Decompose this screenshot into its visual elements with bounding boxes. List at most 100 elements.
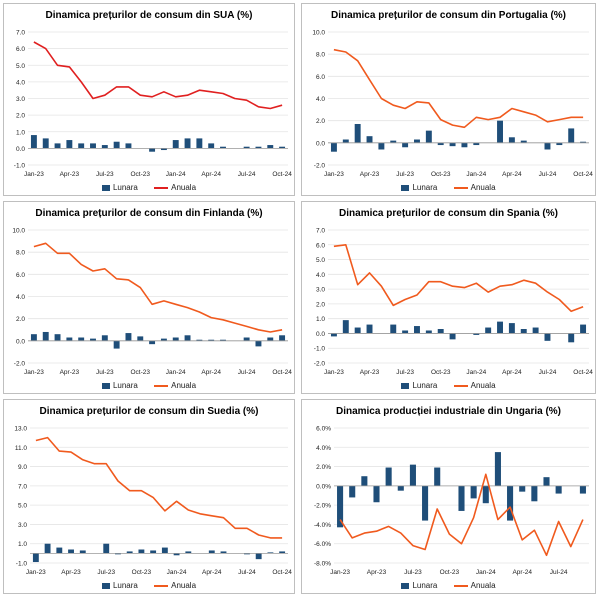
bar [434, 467, 441, 486]
bar [138, 549, 145, 554]
bar [556, 142, 563, 146]
x-tick-label: Jul-24 [238, 369, 256, 376]
y-tick-label: 0.0% [316, 483, 331, 490]
y-tick-label: 3.0 [16, 96, 25, 103]
bar [54, 143, 61, 149]
y-tick-label: -1.0 [16, 561, 28, 568]
bar [449, 333, 456, 340]
y-tick-label: 5.0 [18, 503, 27, 510]
x-tick-label: Jan-23 [24, 171, 44, 178]
x-tick-label: Jul-23 [404, 569, 422, 576]
y-tick-label: 13.0 [14, 426, 27, 433]
bar [255, 146, 262, 149]
x-tick-label: Oct-24 [573, 171, 593, 178]
chart-panel-spania: Dinamica prețurilor de consum din Spania… [301, 201, 596, 394]
chart-title: Dinamica prețurilor de consum din SUA (%… [45, 10, 253, 21]
series-line-anuala [339, 473, 584, 557]
bar [494, 452, 501, 486]
x-tick-label: Oct-23 [431, 369, 451, 376]
bar [172, 140, 179, 149]
bar [185, 551, 192, 554]
bar [414, 139, 420, 143]
bar [137, 336, 144, 341]
bar [56, 547, 63, 554]
bar [79, 550, 86, 554]
y-tick-label: 2.0 [316, 118, 325, 125]
x-tick-label: Apr-24 [202, 569, 222, 576]
bar [390, 324, 397, 334]
x-tick-label: Jul-24 [550, 569, 568, 576]
bar [66, 337, 73, 341]
legend-item-anuala: Anuala [453, 381, 496, 390]
bar [279, 146, 286, 149]
bar [113, 340, 120, 349]
bar [255, 553, 262, 560]
bar [470, 485, 477, 499]
bar [555, 485, 562, 494]
bar [485, 327, 492, 334]
x-tick-label: Apr-23 [61, 569, 81, 576]
bar [220, 551, 227, 554]
chart-title: Dinamica producției industriale din Unga… [335, 406, 562, 417]
x-tick-label: Jan-23 [24, 369, 44, 376]
bar [68, 549, 74, 554]
y-tick-label: 6.0 [316, 242, 325, 249]
chart-legend: Lunara Anuala [302, 581, 595, 590]
x-tick-label: Jan-23 [324, 171, 344, 178]
bar [42, 331, 49, 341]
legend-label-anuala: Anuala [470, 381, 496, 390]
bar [482, 485, 489, 504]
y-tick-label: -2.0% [314, 503, 331, 510]
bar [149, 340, 156, 345]
y-tick-label: 8.0 [16, 250, 25, 257]
bar [361, 476, 368, 486]
bar [90, 143, 96, 149]
chart-title: Dinamica prețurilor de consum din Spania… [339, 208, 558, 219]
chart-panel-finlanda: Dinamica prețurilor de consum din Finlan… [3, 201, 295, 394]
legend-item-anuala: Anuala [453, 183, 496, 192]
bar [161, 547, 168, 554]
y-tick-label: 7.0 [16, 30, 25, 37]
legend-label-lunara: Lunara [412, 581, 438, 590]
bar [220, 339, 226, 341]
legend-item-anuala: Anuala [154, 183, 196, 192]
legend-label-lunara: Lunara [112, 183, 138, 192]
chart-panel-sua: Dinamica prețurilor de consum din SUA (%… [3, 3, 295, 196]
y-tick-label: 11.0 [15, 445, 28, 452]
x-tick-label: Apr-23 [360, 369, 380, 376]
x-tick-label: Jan-24 [466, 369, 486, 376]
bar [580, 141, 587, 143]
bar [184, 138, 191, 149]
x-tick-label: Oct-24 [573, 369, 593, 376]
y-tick-label: 2.0% [316, 464, 331, 471]
y-tick-label: -6.0% [314, 541, 331, 548]
y-tick-label: 5.0 [16, 63, 25, 70]
x-tick-label: Apr-24 [502, 171, 522, 178]
legend-item-anuala: Anuala [453, 581, 496, 590]
y-tick-label: 2.0 [16, 113, 25, 120]
bar [255, 340, 262, 347]
bar [422, 485, 429, 521]
chart-title: Dinamica prețurilor de consum din Finlan… [35, 208, 263, 219]
y-tick-label: 9.0 [18, 464, 27, 471]
legend-item-lunara: Lunara [401, 183, 437, 192]
x-tick-label: Oct-23 [431, 171, 451, 178]
bar [385, 467, 392, 486]
chart-title: Dinamica prețurilor de consum din Portug… [330, 10, 567, 21]
y-tick-label: 8.0 [316, 52, 325, 59]
legend-label-anuala: Anuala [470, 581, 496, 590]
bar [220, 146, 226, 149]
bar [113, 141, 120, 149]
y-tick-label: -4.0% [314, 522, 331, 529]
y-tick-label: 3.0 [18, 522, 27, 529]
bar [32, 553, 39, 563]
bar [519, 485, 526, 492]
bar [66, 140, 73, 149]
series-line-anuala [35, 436, 283, 539]
bar [497, 120, 503, 143]
x-tick-label: Apr-23 [60, 171, 80, 178]
bar [103, 543, 110, 554]
legend-label-lunara: Lunara [112, 381, 138, 390]
chart-plot-portugalia: -2.0 0.0 2.0 4.0 6.0 8.0 10.0 Jan-23 Apr-23 Jul-2… [312, 30, 593, 179]
bar [409, 464, 416, 486]
